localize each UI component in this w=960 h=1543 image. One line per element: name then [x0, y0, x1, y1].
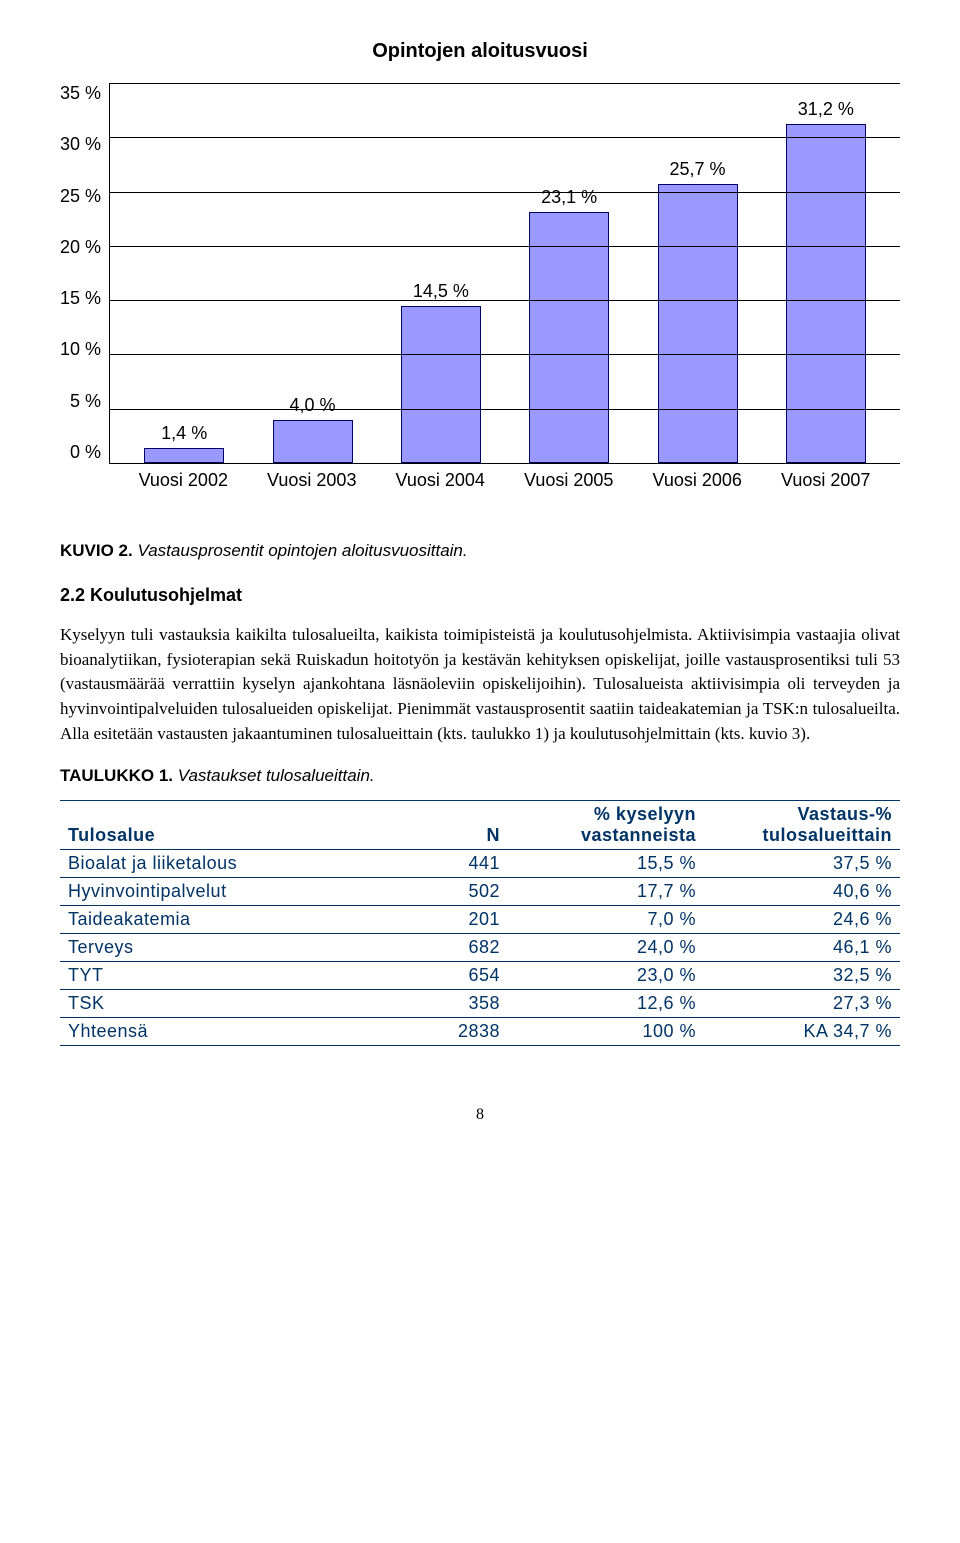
bar-value-label: 14,5 % — [413, 281, 469, 302]
table-cell: 201 — [401, 906, 508, 934]
bar — [529, 212, 609, 463]
x-axis: Vuosi 2002 Vuosi 2003 Vuosi 2004 Vuosi 2005… — [109, 464, 900, 491]
figure-caption: KUVIO 2. Vastausprosentit opintojen aloi… — [60, 541, 900, 561]
y-axis: 35 % 30 % 25 % 20 % 15 % 10 % 5 % 0 % — [60, 83, 109, 463]
plot-area: 1,4 % 4,0 % 14,5 % 23,1 % 25,7 % 31,2 % Vuosi… — [109, 83, 900, 491]
y-tick-label: 10 % — [60, 339, 101, 360]
y-tick-label: 25 % — [60, 186, 101, 207]
x-tick-label: Vuosi 2002 — [133, 470, 233, 491]
bar — [144, 448, 224, 463]
table-row: Yhteensä2838100 %KA 34,7 % — [60, 1018, 900, 1046]
bar-column: 1,4 % — [134, 423, 234, 463]
y-tick-label: 0 % — [70, 442, 101, 463]
table-cell: 2838 — [401, 1018, 508, 1046]
table-cell: TYT — [60, 962, 401, 990]
bar — [786, 124, 866, 463]
figure-caption-text: Vastausprosentit opintojen aloitusvuosit… — [137, 541, 467, 560]
table-cell: 17,7 % — [508, 878, 704, 906]
chart-container: 35 % 30 % 25 % 20 % 15 % 10 % 5 % 0 % 1,4 % 4,0 … — [60, 83, 900, 491]
gridline — [110, 192, 900, 193]
bar-column: 14,5 % — [391, 281, 491, 463]
table-cell: 100 % — [508, 1018, 704, 1046]
bar-value-label: 23,1 % — [541, 187, 597, 208]
bar-value-label: 1,4 % — [161, 423, 207, 444]
table-cell: Terveys — [60, 934, 401, 962]
table-row: TSK35812,6 %27,3 % — [60, 990, 900, 1018]
table-cell: 27,3 % — [704, 990, 900, 1018]
chart-title: Opintojen aloitusvuosi — [60, 40, 900, 63]
table-cell: 23,0 % — [508, 962, 704, 990]
table-cell: 12,6 % — [508, 990, 704, 1018]
table-cell: Bioalat ja liiketalous — [60, 850, 401, 878]
table-cell: 32,5 % — [704, 962, 900, 990]
table-header-cell: % kyselyyn vastanneista — [508, 801, 704, 850]
table-caption: TAULUKKO 1. Vastaukset tulosalueittain. — [60, 766, 900, 786]
table-row: Terveys68224,0 %46,1 % — [60, 934, 900, 962]
table-cell: 46,1 % — [704, 934, 900, 962]
gridline — [110, 300, 900, 301]
bar — [401, 306, 481, 463]
y-tick-label: 35 % — [60, 83, 101, 104]
x-tick-label: Vuosi 2005 — [519, 470, 619, 491]
table-caption-text: Vastaukset tulosalueittain. — [178, 766, 375, 785]
table-cell: 15,5 % — [508, 850, 704, 878]
page-number: 8 — [60, 1106, 900, 1124]
table-cell: 37,5 % — [704, 850, 900, 878]
table-cell: 24,6 % — [704, 906, 900, 934]
data-table: Tulosalue N % kyselyyn vastanneista Vast… — [60, 800, 900, 1046]
figure-caption-label: KUVIO 2. — [60, 541, 133, 560]
table-caption-label: TAULUKKO 1. — [60, 766, 173, 785]
table-header-cell: Tulosalue — [60, 801, 401, 850]
gridline — [110, 137, 900, 138]
table-cell: 24,0 % — [508, 934, 704, 962]
x-tick-label: Vuosi 2006 — [647, 470, 747, 491]
y-tick-label: 30 % — [60, 134, 101, 155]
table-cell: 358 — [401, 990, 508, 1018]
table-cell: 441 — [401, 850, 508, 878]
gridline — [110, 83, 900, 84]
table-cell: 40,6 % — [704, 878, 900, 906]
table-row: Bioalat ja liiketalous44115,5 %37,5 % — [60, 850, 900, 878]
table-cell: 654 — [401, 962, 508, 990]
x-tick-label: Vuosi 2003 — [262, 470, 362, 491]
table-cell: 682 — [401, 934, 508, 962]
bar-value-label: 4,0 % — [290, 395, 336, 416]
y-tick-label: 5 % — [70, 391, 101, 412]
bar-value-label: 31,2 % — [798, 99, 854, 120]
table-cell: Yhteensä — [60, 1018, 401, 1046]
gridline — [110, 246, 900, 247]
table-row: Hyvinvointipalvelut50217,7 %40,6 % — [60, 878, 900, 906]
table-cell: 502 — [401, 878, 508, 906]
table-header-row: Tulosalue N % kyselyyn vastanneista Vast… — [60, 801, 900, 850]
table-row: Taideakatemia2017,0 %24,6 % — [60, 906, 900, 934]
x-tick-label: Vuosi 2007 — [776, 470, 876, 491]
table-cell: TSK — [60, 990, 401, 1018]
table-cell: 7,0 % — [508, 906, 704, 934]
bar-value-label: 25,7 % — [669, 159, 725, 180]
bar-column: 25,7 % — [648, 159, 748, 463]
bar-column: 23,1 % — [519, 187, 619, 463]
section-heading: 2.2 Koulutusohjelmat — [60, 585, 900, 606]
body-paragraph: Kyselyyn tuli vastauksia kaikilta tulosa… — [60, 623, 900, 746]
bar — [273, 420, 353, 463]
gridline — [110, 354, 900, 355]
table-cell: Hyvinvointipalvelut — [60, 878, 401, 906]
y-tick-label: 20 % — [60, 237, 101, 258]
x-tick-label: Vuosi 2004 — [390, 470, 490, 491]
table-cell: Taideakatemia — [60, 906, 401, 934]
table-cell: KA 34,7 % — [704, 1018, 900, 1046]
y-tick-label: 15 % — [60, 288, 101, 309]
table-header-cell: Vastaus-% tulosalueittain — [704, 801, 900, 850]
table-header-cell: N — [401, 801, 508, 850]
gridline — [110, 409, 900, 410]
bar-column: 4,0 % — [263, 395, 363, 463]
bar — [658, 184, 738, 463]
table-row: TYT65423,0 %32,5 % — [60, 962, 900, 990]
